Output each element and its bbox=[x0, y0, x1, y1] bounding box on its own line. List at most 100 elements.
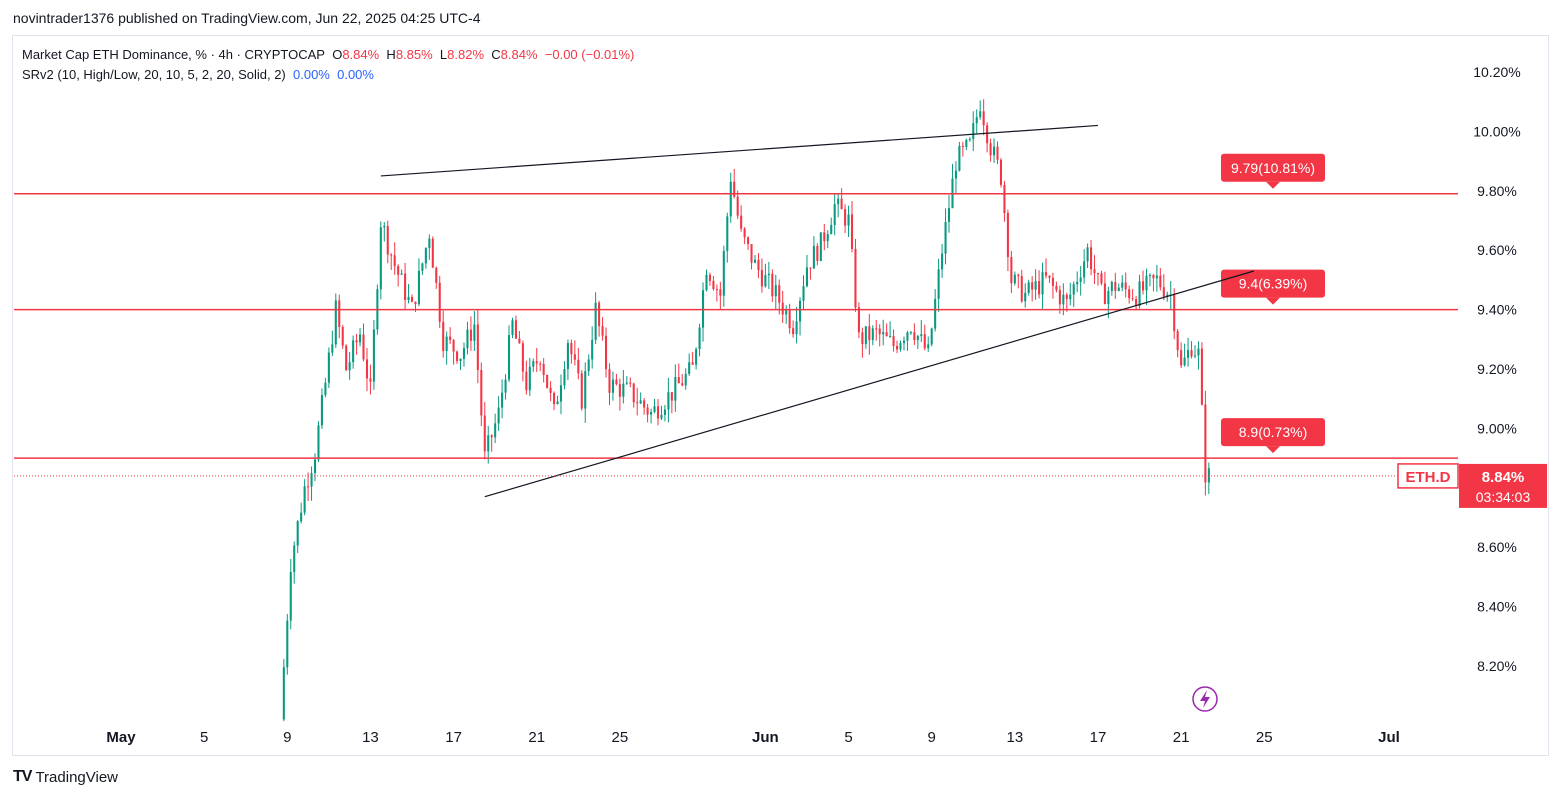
candle-body bbox=[1138, 281, 1141, 307]
level-badge-pointer bbox=[1266, 446, 1280, 454]
candle-body bbox=[889, 336, 892, 338]
candle-body bbox=[688, 362, 691, 374]
candle-body bbox=[611, 379, 614, 393]
candle-body bbox=[1006, 213, 1009, 258]
candle-body bbox=[982, 111, 985, 126]
candle-body bbox=[826, 234, 829, 242]
candle-body bbox=[584, 371, 587, 409]
open-label: O bbox=[332, 47, 343, 62]
open-value: 8.84% bbox=[342, 47, 380, 62]
candle-body bbox=[875, 328, 878, 330]
candle-body bbox=[944, 221, 947, 254]
level-badge[interactable] bbox=[1221, 153, 1325, 182]
candle-body bbox=[483, 415, 486, 452]
candle-body bbox=[490, 435, 493, 438]
candle-body bbox=[760, 270, 763, 287]
candle-body bbox=[1176, 331, 1179, 351]
candle-body bbox=[580, 373, 583, 409]
candle-body bbox=[1069, 294, 1072, 300]
candle-body bbox=[535, 361, 538, 364]
x-tick-label: 25 bbox=[612, 729, 629, 746]
candle-body bbox=[462, 348, 466, 359]
candle-body bbox=[757, 259, 760, 271]
candle-body bbox=[968, 139, 971, 141]
candle-body bbox=[1090, 247, 1093, 270]
candle-body bbox=[1103, 283, 1106, 305]
candle-body bbox=[286, 620, 289, 668]
chart-legend: Market Cap ETH Dominance, % · 4h · CRYPT… bbox=[22, 45, 634, 85]
candle-body bbox=[923, 334, 926, 349]
level-badge[interactable] bbox=[1221, 269, 1325, 298]
candle-body bbox=[317, 425, 320, 460]
trend-line[interactable] bbox=[484, 270, 1255, 498]
candle-body bbox=[695, 349, 698, 365]
candle-body bbox=[452, 340, 455, 352]
candle-body bbox=[812, 245, 815, 269]
candle-body bbox=[1166, 294, 1169, 297]
candle-body bbox=[320, 395, 323, 426]
candle-body bbox=[546, 374, 549, 388]
candle-body bbox=[421, 263, 424, 271]
last-price-box[interactable] bbox=[1459, 463, 1547, 508]
candle-body bbox=[327, 352, 330, 383]
candle-body bbox=[501, 392, 504, 408]
candle-body bbox=[809, 267, 812, 269]
candle-body bbox=[871, 328, 874, 341]
symbol-legend-row[interactable]: Market Cap ETH Dominance, % · 4h · CRYPT… bbox=[22, 45, 634, 65]
close-label: C bbox=[491, 47, 501, 62]
candle-body bbox=[417, 270, 420, 305]
candle-body bbox=[861, 332, 864, 345]
candle-body bbox=[632, 383, 635, 403]
level-badge[interactable] bbox=[1221, 418, 1325, 447]
candle-body bbox=[1200, 348, 1203, 405]
indicator-legend-row[interactable]: SRv2 (10, High/Low, 20, 10, 5, 2, 20, So… bbox=[22, 65, 634, 85]
candle-body bbox=[1020, 276, 1023, 302]
candle-body bbox=[830, 224, 833, 235]
x-tick-label: 21 bbox=[528, 729, 545, 746]
symbol-tag[interactable] bbox=[1397, 463, 1459, 489]
y-tick-label: 8.20% bbox=[1477, 658, 1517, 674]
x-tick-label: 9 bbox=[928, 729, 936, 746]
candle-body bbox=[785, 310, 788, 315]
candle-body bbox=[1107, 291, 1110, 305]
candle-body bbox=[556, 401, 559, 405]
candle-body bbox=[372, 329, 375, 382]
candle-body bbox=[868, 326, 871, 341]
high-label: H bbox=[386, 47, 396, 62]
candle-body bbox=[476, 324, 479, 370]
candle-body bbox=[1083, 261, 1086, 278]
x-tick-label: 17 bbox=[445, 729, 462, 746]
candle-body bbox=[521, 343, 524, 372]
candle-body bbox=[553, 392, 556, 405]
y-tick-label: 8.60% bbox=[1477, 539, 1517, 555]
candle-body bbox=[837, 198, 840, 205]
candle-body bbox=[902, 340, 906, 344]
candle-body bbox=[705, 274, 708, 291]
x-tick-label: 25 bbox=[1256, 729, 1273, 746]
candle-body bbox=[1193, 355, 1197, 357]
candle-body bbox=[1041, 272, 1044, 295]
candle-body bbox=[369, 378, 372, 382]
candle-body bbox=[445, 336, 448, 351]
candle-body bbox=[819, 232, 822, 261]
candle-body bbox=[594, 302, 597, 340]
trend-line[interactable] bbox=[380, 124, 1099, 177]
candle-body bbox=[958, 145, 961, 171]
candle-body bbox=[539, 363, 542, 365]
candle-body bbox=[383, 226, 386, 228]
candle-body bbox=[310, 473, 313, 487]
level-badge-label: 9.4(6.39%) bbox=[1239, 276, 1307, 292]
candle-body bbox=[379, 227, 382, 290]
candle-body bbox=[854, 248, 857, 308]
candle-body bbox=[913, 332, 916, 341]
high-value: 8.85% bbox=[395, 47, 433, 62]
candle-body bbox=[573, 354, 576, 360]
candle-body bbox=[736, 196, 739, 216]
candle-body bbox=[743, 228, 746, 238]
candle-body bbox=[708, 274, 712, 281]
candle-body bbox=[1159, 275, 1162, 288]
candle-body bbox=[954, 170, 957, 179]
candle-body bbox=[345, 345, 348, 371]
candle-body bbox=[1128, 289, 1131, 299]
